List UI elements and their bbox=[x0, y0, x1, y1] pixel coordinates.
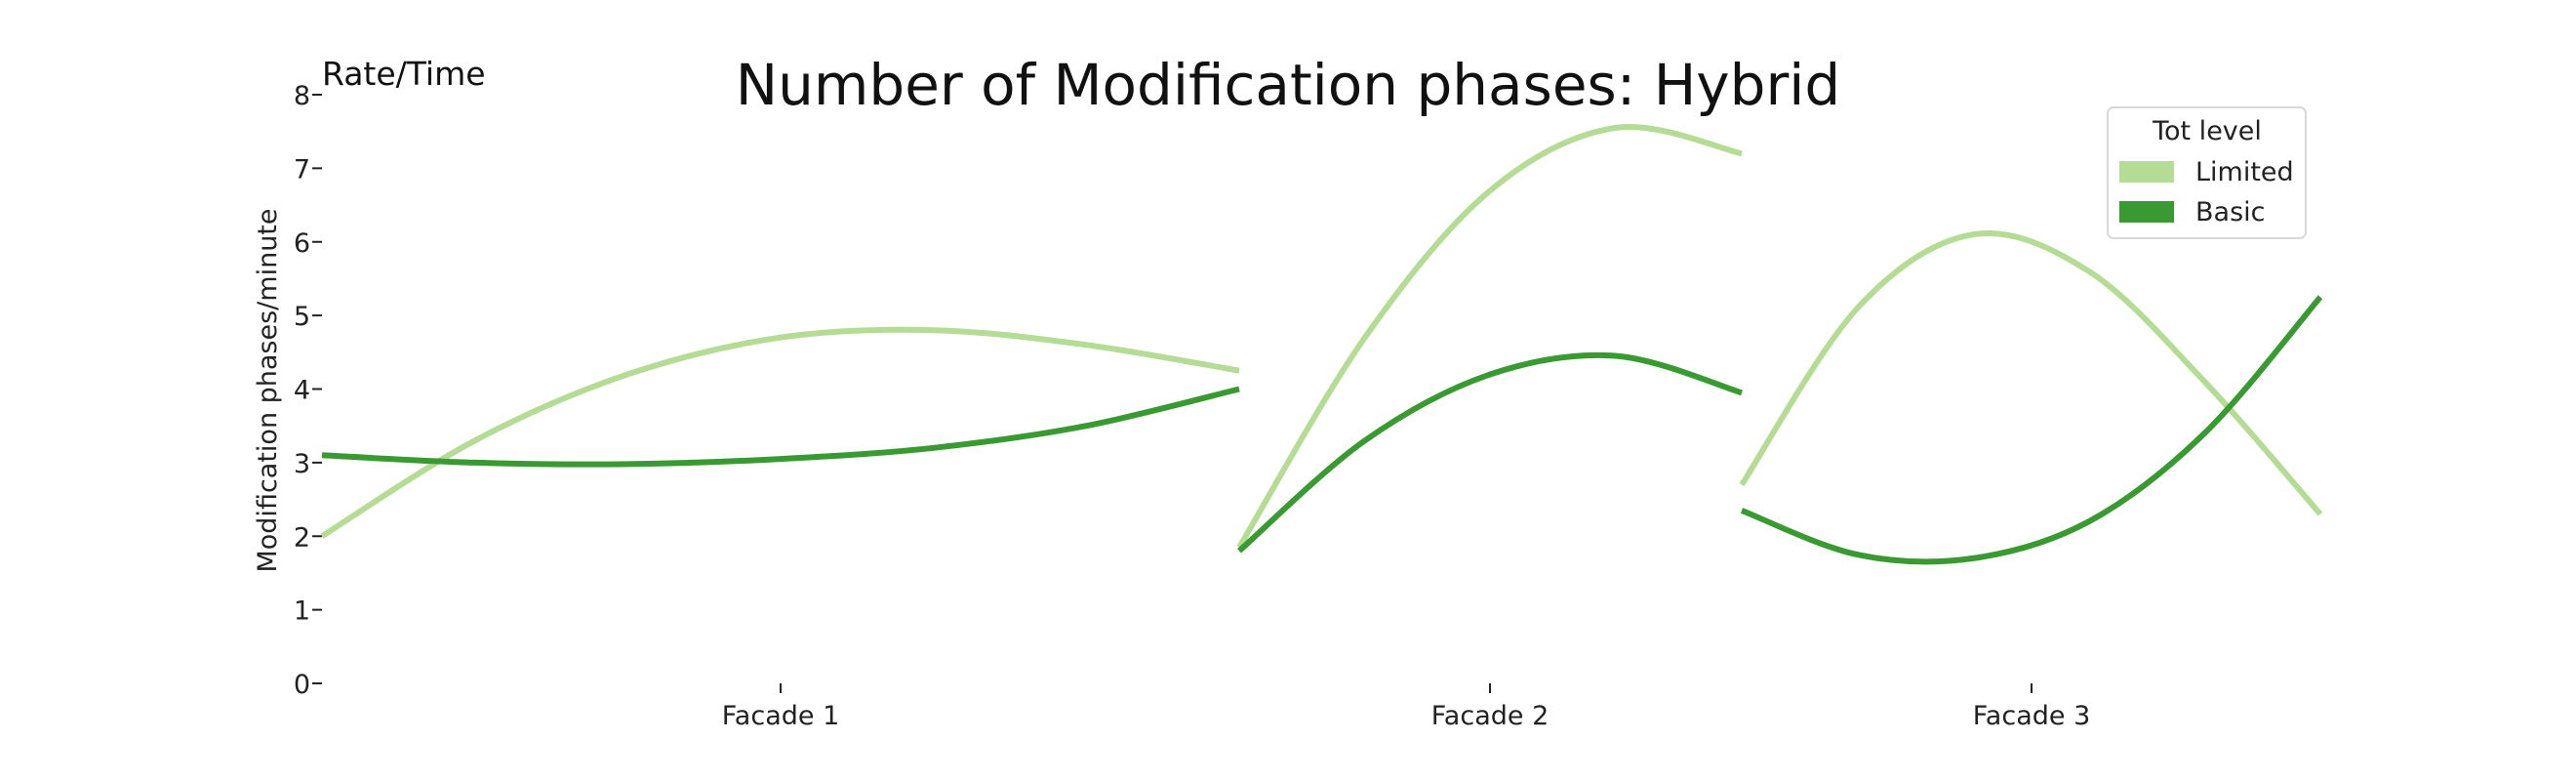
series-line-basic-facade-2 bbox=[1237, 351, 1743, 554]
legend-label-limited: Limited bbox=[2195, 157, 2294, 187]
legend-label-basic: Basic bbox=[2195, 197, 2265, 227]
chart-title: Number of Modification phases: Hybrid bbox=[736, 52, 1840, 118]
y-axis-label: Modification phases/minute bbox=[253, 208, 283, 572]
x-tick-label: Facade 2 bbox=[1431, 701, 1550, 731]
x-tick-label: Facade 1 bbox=[722, 701, 840, 731]
series-line-limited-facade-1 bbox=[320, 326, 1240, 539]
y-tick-label: 1 bbox=[294, 596, 310, 627]
y-tick-label: 8 bbox=[294, 81, 310, 111]
y-tick-label: 4 bbox=[294, 376, 310, 406]
series-layer bbox=[320, 124, 2323, 565]
y-tick-label: 3 bbox=[294, 449, 310, 479]
y-tick-label: 0 bbox=[294, 670, 310, 700]
y-axis: 0 1 2 3 4 5 6 7 8 bbox=[294, 81, 322, 700]
legend-swatch-limited bbox=[2119, 161, 2174, 183]
legend-swatch-basic bbox=[2119, 201, 2174, 223]
series-line-basic-facade-1 bbox=[321, 386, 1240, 468]
legend: Tot level Limited Basic bbox=[2107, 106, 2307, 239]
x-axis: Facade 1 Facade 2 Facade 3 bbox=[722, 683, 2091, 731]
legend-title: Tot level bbox=[2152, 116, 2262, 146]
y-tick-label: 7 bbox=[294, 154, 310, 185]
series-line-basic-facade-3 bbox=[1740, 295, 2323, 565]
y-tick-label: 5 bbox=[294, 302, 310, 332]
y-tick-label: 2 bbox=[294, 522, 310, 553]
corner-label: Rate/Time bbox=[322, 55, 486, 93]
series-line-limited-facade-3 bbox=[1739, 230, 2323, 516]
y-tick-label: 6 bbox=[294, 228, 310, 259]
x-tick-label: Facade 3 bbox=[1973, 701, 2091, 731]
series-line-limited-facade-2 bbox=[1236, 124, 1743, 550]
